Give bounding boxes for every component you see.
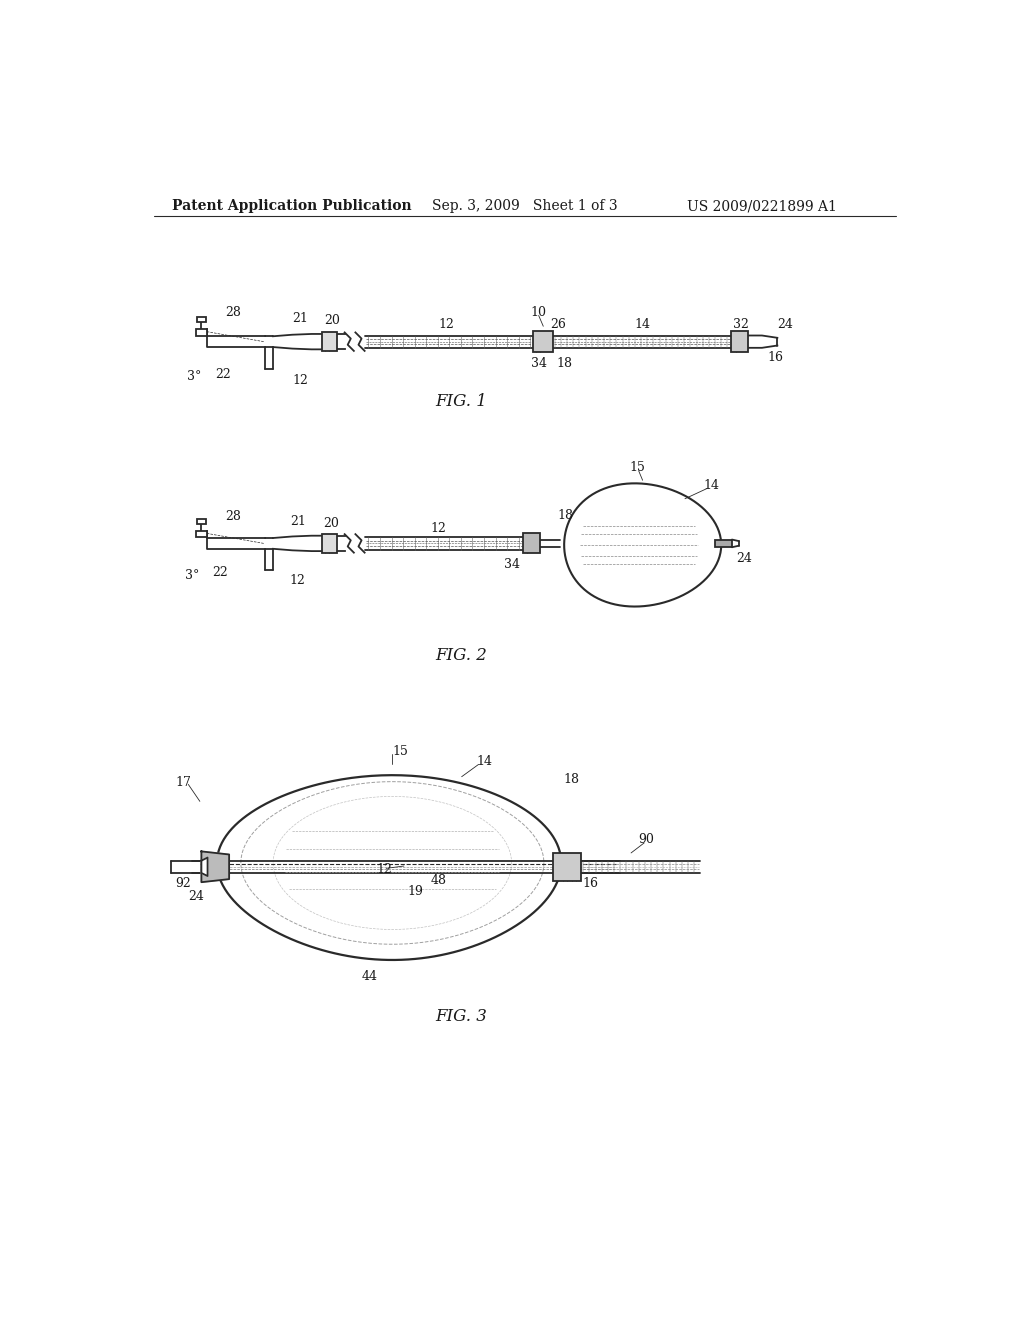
Text: 12: 12: [438, 318, 455, 331]
Text: 20: 20: [323, 517, 339, 529]
Text: 92: 92: [175, 878, 190, 890]
Text: 19: 19: [408, 884, 423, 898]
Text: 34: 34: [504, 558, 520, 572]
Text: 26: 26: [550, 318, 566, 331]
Text: 18: 18: [557, 356, 572, 370]
Text: 44: 44: [361, 970, 377, 983]
Text: 22: 22: [212, 566, 227, 579]
Polygon shape: [202, 858, 208, 876]
Text: US 2009/0221899 A1: US 2009/0221899 A1: [687, 199, 837, 213]
Text: 28: 28: [225, 510, 241, 523]
Text: 34: 34: [530, 356, 547, 370]
Bar: [523, 533, 541, 553]
Text: 24: 24: [188, 890, 204, 903]
Text: 18: 18: [558, 510, 573, 523]
Text: 3°: 3°: [185, 569, 200, 582]
Text: 12: 12: [377, 862, 392, 875]
Text: 14: 14: [635, 318, 650, 331]
Text: 21: 21: [291, 515, 306, 528]
Text: 24: 24: [777, 318, 793, 331]
Text: 28: 28: [225, 306, 241, 319]
Text: 14: 14: [703, 479, 720, 492]
Text: 15: 15: [392, 744, 408, 758]
Text: Patent Application Publication: Patent Application Publication: [172, 199, 412, 213]
Polygon shape: [202, 851, 229, 882]
Bar: [532, 331, 553, 352]
Text: 10: 10: [530, 306, 547, 319]
Text: 16: 16: [768, 351, 783, 363]
Bar: [196, 330, 207, 335]
Bar: [322, 535, 337, 553]
Text: 12: 12: [292, 374, 308, 387]
Text: 48: 48: [430, 874, 446, 887]
Bar: [553, 853, 581, 880]
Bar: [196, 531, 207, 537]
Text: 90: 90: [639, 833, 654, 846]
Bar: [322, 333, 337, 351]
Text: FIG. 2: FIG. 2: [436, 647, 487, 664]
Text: 18: 18: [563, 774, 579, 787]
Bar: [197, 519, 206, 524]
Text: 20: 20: [325, 314, 340, 326]
Text: 3°: 3°: [186, 370, 201, 383]
Bar: [197, 317, 206, 322]
Text: 14: 14: [477, 755, 493, 768]
Text: 24: 24: [736, 552, 753, 565]
Text: 12: 12: [431, 521, 446, 535]
Text: FIG. 1: FIG. 1: [436, 393, 487, 411]
Bar: [715, 540, 732, 548]
Text: 22: 22: [215, 367, 230, 380]
Bar: [731, 331, 749, 352]
Text: 17: 17: [175, 776, 190, 788]
Text: FIG. 3: FIG. 3: [436, 1008, 487, 1026]
Text: 16: 16: [583, 878, 598, 890]
Text: Sep. 3, 2009   Sheet 1 of 3: Sep. 3, 2009 Sheet 1 of 3: [432, 199, 617, 213]
Text: 21: 21: [292, 312, 308, 325]
Text: 32: 32: [733, 318, 750, 331]
Text: 12: 12: [289, 574, 305, 587]
Text: 15: 15: [630, 462, 645, 474]
